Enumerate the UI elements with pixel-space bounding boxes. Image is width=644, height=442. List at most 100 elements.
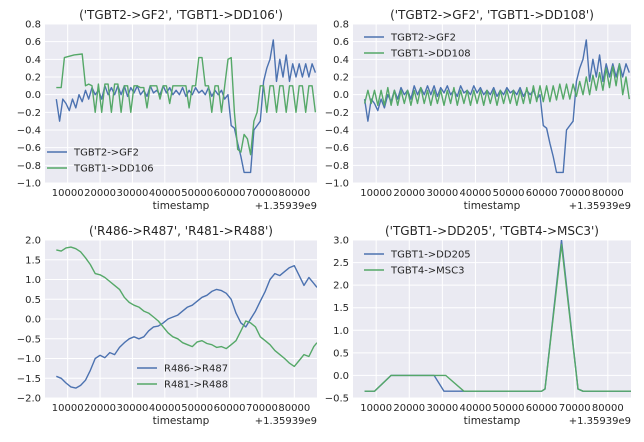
y-tick-label: 1.5 — [333, 303, 349, 314]
y-tick-label: 2.0 — [25, 236, 41, 247]
x-tick-label: 40000 — [149, 403, 181, 414]
y-tick-label: −0.8 — [325, 161, 349, 172]
y-tick-label: 0.5 — [333, 348, 349, 359]
y-tick-label: 0.0 — [25, 315, 41, 326]
x-tick-label: 10000 — [52, 188, 84, 199]
y-tick-label: −1.5 — [17, 374, 41, 385]
chart-panel-3: −2.0 −1.5 −1.0 −0.5 0.0 0.5 1.0 1.5 2.0 10000 2000… — [17, 224, 317, 427]
series-line-tgbt4-msc3 — [364, 243, 631, 392]
series-line-tgbt1-dd108 — [363, 63, 630, 106]
legend: TGBT2->GF2 TGBT1->DD106 — [47, 148, 154, 175]
x-tick-label: 50000 — [493, 188, 525, 199]
x-tick-label: 30000 — [117, 188, 149, 199]
x-tick-label: 60000 — [214, 188, 246, 199]
x-tick-label: 10000 — [360, 188, 392, 199]
chart-title: ('TGBT2->GF2', 'TGBT1->DD108') — [390, 8, 594, 22]
legend-label: TGBT4->MSC3 — [390, 266, 465, 277]
y-tick-label: 0.8 — [333, 20, 349, 31]
x-tick-label: 40000 — [149, 188, 181, 199]
y-tick-label: −0.4 — [325, 126, 349, 137]
x-tick-label: 30000 — [117, 403, 149, 414]
x-tick-label: 80000 — [592, 188, 624, 199]
chart-panel-2: −1.0 −0.8 −0.6 −0.4 −0.2 0.0 0.2 0.4 0.6 0.8 10000… — [325, 8, 631, 212]
y-tick-label: −0.6 — [325, 143, 349, 154]
x-offset-label: +1.35939e9 — [255, 416, 317, 427]
x-tick-label: 40000 — [460, 188, 492, 199]
y-tick-label: −0.2 — [325, 108, 349, 119]
y-tick-label: −2.0 — [17, 394, 41, 405]
legend-label: TGBT1->DD108 — [390, 49, 471, 60]
x-tick-label: 10000 — [52, 403, 84, 414]
legend: R486->R487 R481->R488 — [137, 364, 228, 391]
x-tick-label: 80000 — [278, 188, 310, 199]
chart-title: ('R486->R487', 'R481->R488') — [89, 224, 273, 238]
legend-label: TGBT1->DD205 — [390, 250, 471, 261]
x-tick-label: 30000 — [426, 403, 458, 414]
y-tick-label: 0.4 — [25, 55, 41, 66]
x-tick-label: 10000 — [360, 403, 392, 414]
series-line-r481-r488 — [56, 246, 317, 368]
x-axis-label: timestamp — [153, 200, 210, 212]
x-axis-label: timestamp — [464, 415, 521, 427]
x-tick-label: 20000 — [393, 188, 425, 199]
x-tick-label: 70000 — [246, 188, 278, 199]
legend: TGBT2->GF2 TGBT1->DD108 — [364, 33, 471, 60]
series-line-r486-r487 — [56, 265, 317, 389]
x-offset-label: +1.35939e9 — [569, 201, 631, 212]
x-tick-label: 70000 — [246, 403, 278, 414]
chart-title: ('TGBT2->GF2', 'TGBT1->DD106') — [79, 8, 283, 22]
y-tick-label: −0.8 — [17, 161, 41, 172]
legend-label: TGBT2->GF2 — [73, 148, 139, 159]
series-line-tgbt1-dd106 — [56, 53, 317, 156]
x-tick-label: 80000 — [592, 403, 624, 414]
y-tick-label: 2.0 — [333, 281, 349, 292]
x-tick-label: 80000 — [278, 403, 310, 414]
x-tick-label: 60000 — [526, 188, 558, 199]
y-tick-label: 1.5 — [25, 255, 41, 266]
y-tick-label: −0.5 — [325, 394, 349, 405]
legend-label: TGBT1->DD106 — [73, 164, 154, 175]
y-tick-label: 0.6 — [25, 37, 41, 48]
x-tick-label: 70000 — [559, 403, 591, 414]
y-tick-label: −0.6 — [17, 143, 41, 154]
x-tick-label: 50000 — [493, 403, 525, 414]
x-tick-label: 50000 — [181, 403, 213, 414]
y-tick-label: −1.0 — [17, 354, 41, 365]
y-tick-label: 2.5 — [333, 258, 349, 269]
legend-label: R486->R487 — [164, 364, 228, 375]
y-tick-label: 0.2 — [25, 73, 41, 84]
x-tick-label: 20000 — [84, 188, 116, 199]
x-offset-label: +1.35939e9 — [255, 201, 317, 212]
y-tick-label: 0.5 — [25, 295, 41, 306]
y-tick-label: −0.2 — [17, 108, 41, 119]
x-tick-label: 40000 — [460, 403, 492, 414]
chart-title: ('TGBT1->DD205', 'TGBT4->MSC3') — [385, 224, 599, 238]
y-tick-label: −0.5 — [17, 334, 41, 345]
x-tick-label: 20000 — [393, 403, 425, 414]
legend-label: TGBT2->GF2 — [390, 33, 456, 44]
plot-area — [353, 240, 631, 398]
y-tick-label: 1.0 — [333, 326, 349, 337]
x-axis-label: timestamp — [464, 200, 521, 212]
x-offset-label: +1.35939e9 — [569, 416, 631, 427]
x-axis-label: timestamp — [153, 415, 210, 427]
y-tick-label: 1.0 — [25, 275, 41, 286]
y-tick-label: −0.4 — [17, 126, 41, 137]
y-tick-label: 0.8 — [25, 20, 41, 31]
y-tick-label: −1.0 — [325, 179, 349, 190]
chart-panel-1: −1.0 −0.8 −0.6 −0.4 −0.2 0.0 0.2 0.4 0.6 0.8 10000… — [17, 8, 317, 212]
x-tick-label: 30000 — [426, 188, 458, 199]
x-tick-label: 50000 — [181, 188, 213, 199]
y-tick-label: 0.2 — [333, 73, 349, 84]
x-tick-label: 60000 — [214, 403, 246, 414]
chart-panel-4: −0.5 0.0 0.5 1.0 1.5 2.0 2.5 3.0 10000 20000 30000… — [325, 224, 631, 427]
y-tick-label: 0.0 — [333, 371, 349, 382]
legend: TGBT1->DD205 TGBT4->MSC3 — [364, 250, 471, 277]
x-tick-label: 60000 — [526, 403, 558, 414]
y-tick-label: 0.0 — [333, 90, 349, 101]
legend-label: R481->R488 — [164, 380, 228, 391]
y-tick-label: −1.0 — [17, 179, 41, 190]
y-tick-label: 3.0 — [333, 236, 349, 247]
x-tick-label: 20000 — [84, 403, 116, 414]
